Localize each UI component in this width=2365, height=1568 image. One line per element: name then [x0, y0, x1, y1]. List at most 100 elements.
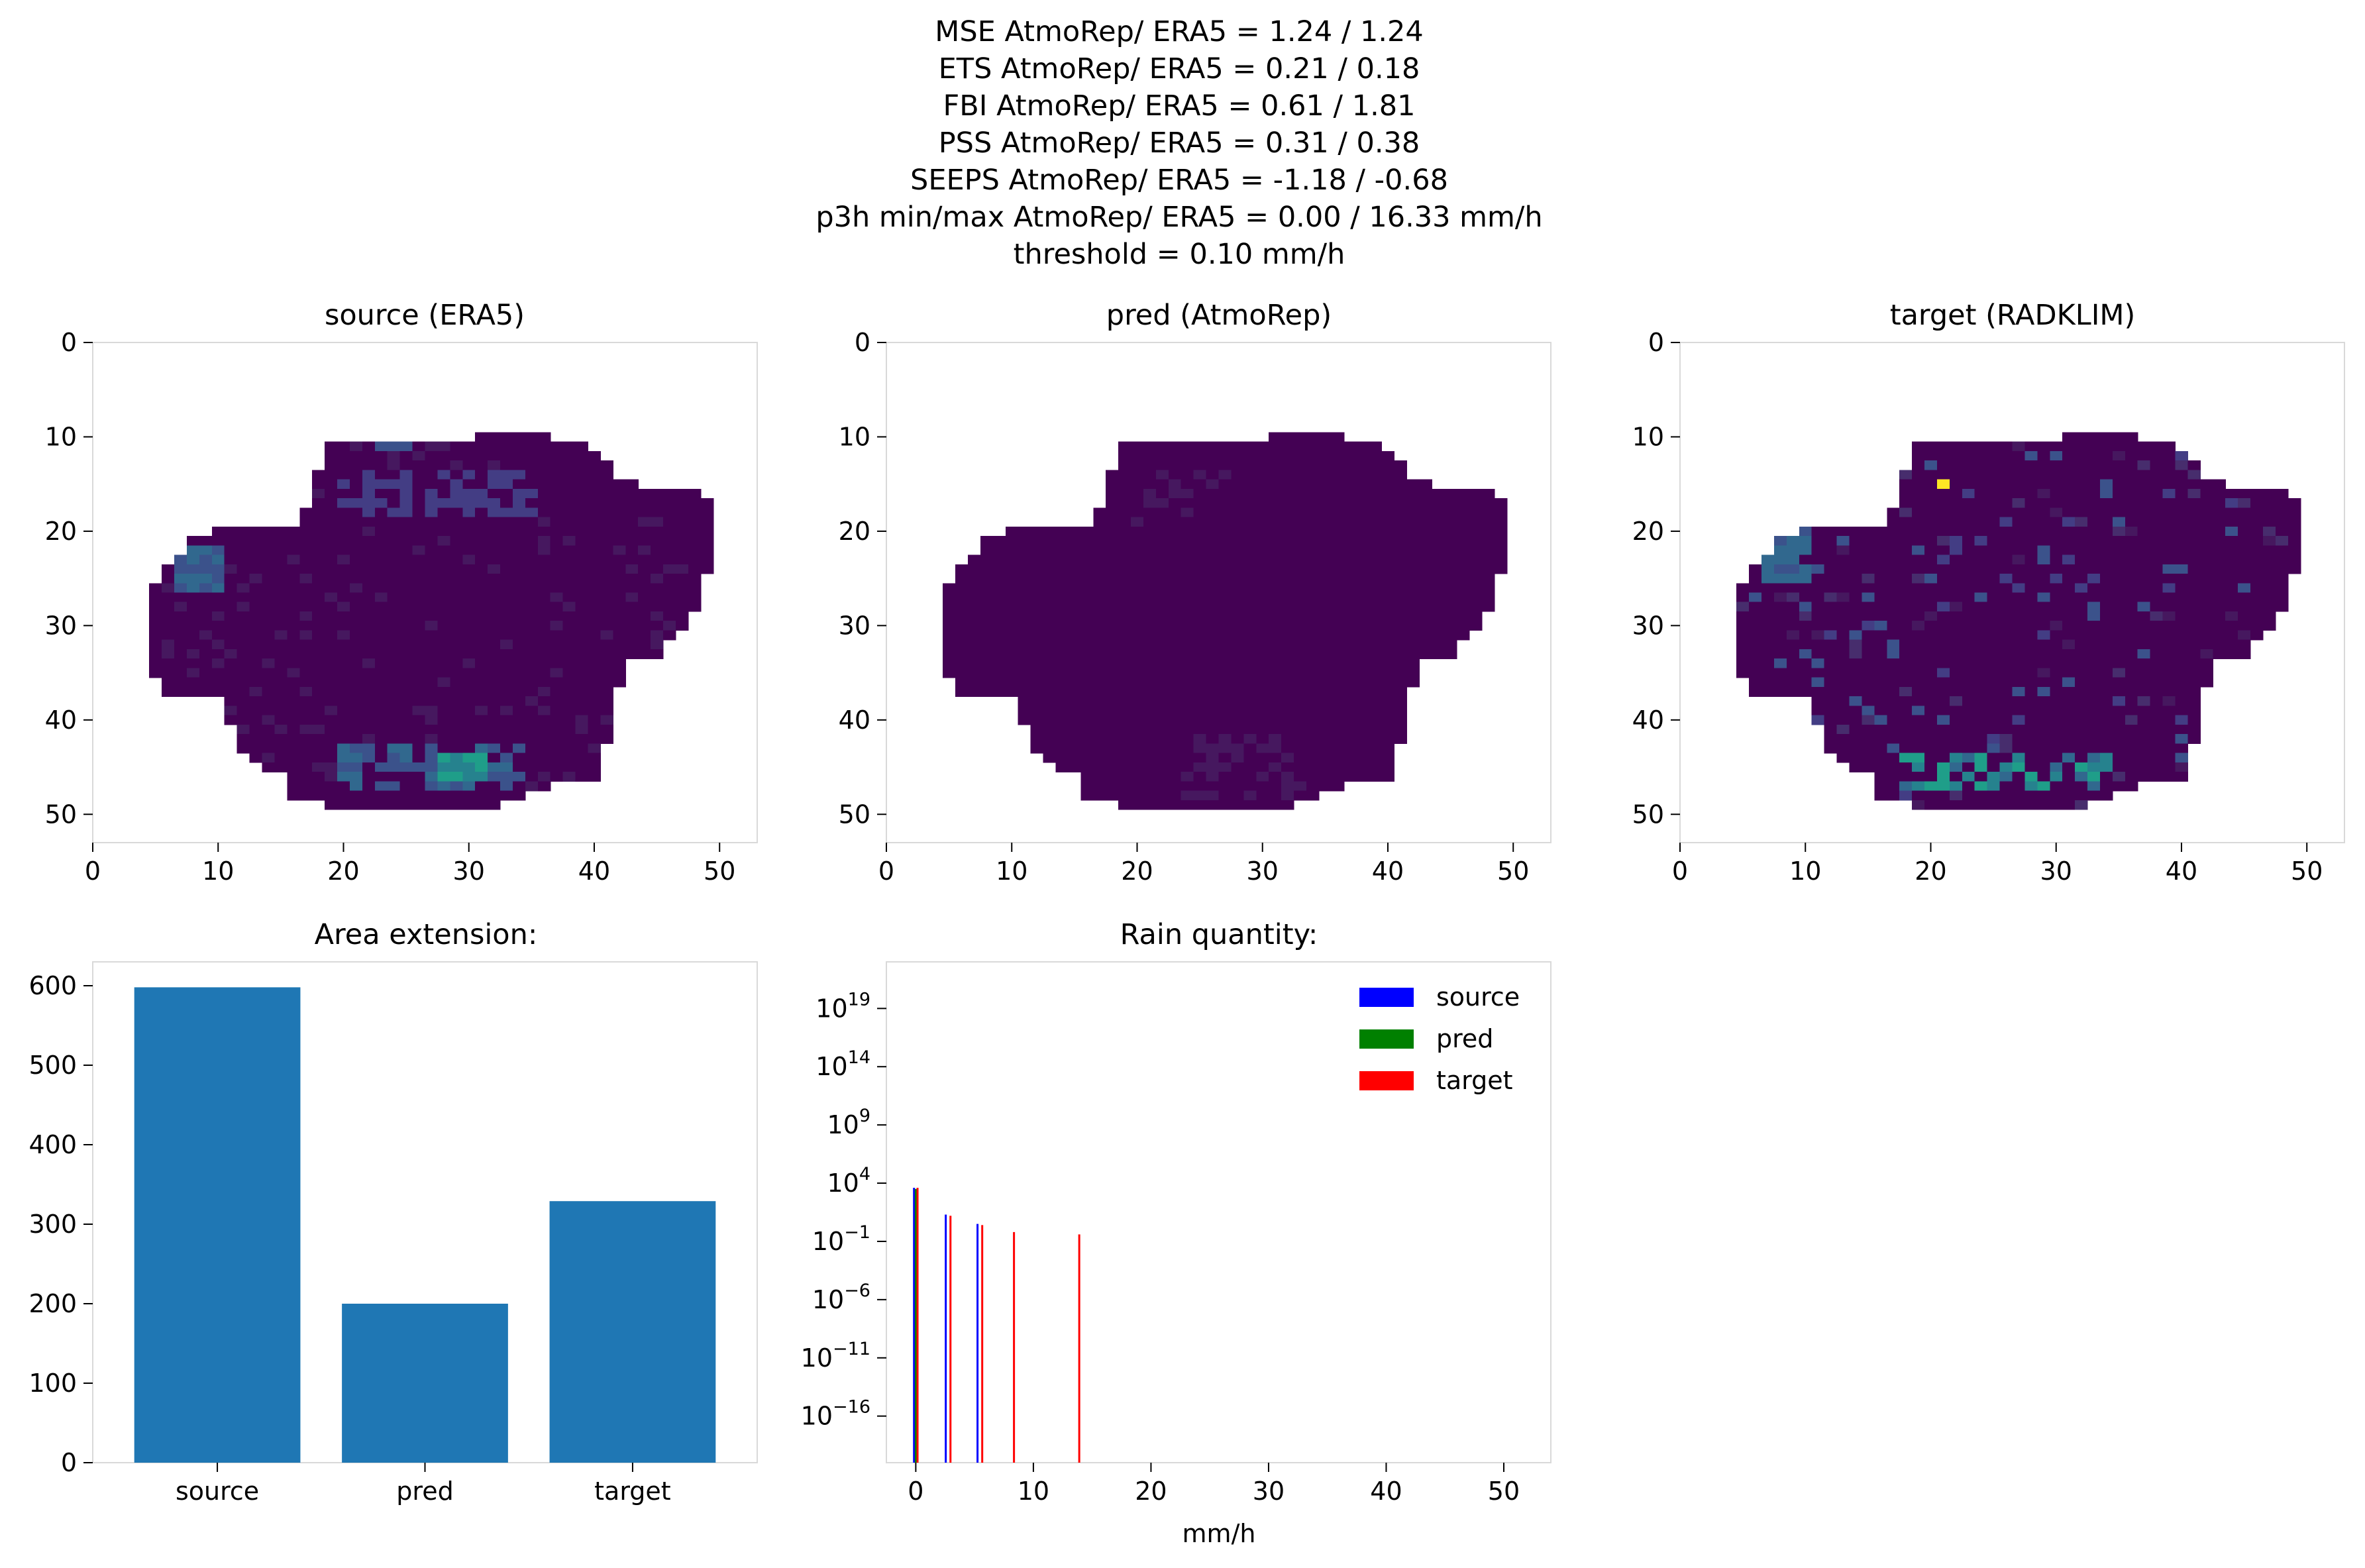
- heatmap-cell: [500, 781, 513, 792]
- heatmap-cell: [450, 583, 463, 594]
- heatmap-cell: [613, 554, 626, 565]
- heatmap-cell: [512, 734, 526, 745]
- heatmap-cell: [399, 564, 413, 574]
- heatmap-cell: [437, 800, 450, 810]
- heatmap-cell: [236, 686, 250, 697]
- heatmap-cell: [588, 470, 602, 480]
- heatmap-cell: [2075, 441, 2088, 452]
- heatmap-cell: [525, 677, 539, 688]
- heatmap-cell: [437, 498, 450, 508]
- heatmap-cell: [1887, 574, 1900, 584]
- heatmap-cell: [2062, 507, 2076, 518]
- heatmap-cell: [1936, 545, 1950, 556]
- heatmap-cell: [1331, 696, 1345, 707]
- heatmap-cell: [1999, 498, 2013, 508]
- heatmap-cell: [1974, 470, 1988, 480]
- heatmap-cell: [550, 526, 564, 537]
- heatmap-cell: [1080, 601, 1094, 612]
- heatmap-cell: [399, 668, 413, 678]
- heatmap-cell: [600, 706, 613, 716]
- heatmap-cell: [1281, 432, 1294, 443]
- heatmap-cell: [1243, 441, 1257, 452]
- heatmap-cell: [1444, 630, 1457, 641]
- heatmap-cell: [1256, 554, 1269, 565]
- heatmap-cell: [224, 668, 238, 678]
- heatmap-cell: [1987, 583, 2001, 594]
- heatmap-cell: [312, 507, 325, 518]
- heatmap-cell: [299, 592, 313, 603]
- heatmap-cell: [1318, 668, 1332, 678]
- heatmap-cell: [437, 753, 450, 763]
- heatmap-cell: [1043, 696, 1057, 707]
- heatmap-cell: [287, 601, 300, 612]
- heatmap-cell: [1936, 498, 1950, 508]
- heatmap-cell: [2024, 790, 2038, 801]
- heatmap-cell: [1999, 574, 2013, 584]
- heatmap-cell: [475, 470, 488, 480]
- heatmap-cell: [488, 460, 501, 470]
- heatmap-cell: [1080, 715, 1094, 725]
- heatmap-cell: [550, 677, 564, 688]
- heatmap-cell: [1281, 715, 1294, 725]
- heatmap-cell: [1068, 649, 1081, 659]
- heatmap-cell: [1457, 507, 1470, 518]
- heatmap-cell: [287, 724, 300, 735]
- heatmap-cell: [1849, 583, 1863, 594]
- heatmap-cell: [174, 583, 187, 594]
- heatmap-cell: [475, 601, 488, 612]
- heatmap-cell: [1331, 592, 1345, 603]
- heatmap-cell: [1030, 545, 1044, 556]
- heatmap-cell: [1106, 715, 1119, 725]
- heatmap-cell: [349, 583, 363, 594]
- heatmap-cell: [1924, 507, 1938, 518]
- heatmap-cell: [274, 564, 288, 574]
- heatmap-cell: [1381, 658, 1395, 669]
- heatmap-cell: [2037, 611, 2050, 621]
- heatmap-cell: [663, 498, 676, 508]
- heatmap-cell: [1231, 498, 1244, 508]
- heatmap-cell: [2150, 460, 2164, 470]
- heatmap-cell: [1181, 498, 1194, 508]
- heatmap-cell: [1381, 621, 1395, 631]
- heatmap-cell: [462, 450, 476, 461]
- x-tick-label: 10: [1018, 1477, 1049, 1506]
- heatmap-cell: [249, 649, 263, 659]
- heatmap-cell: [1786, 545, 1800, 556]
- heatmap-cell: [1999, 630, 2013, 641]
- heatmap-cell: [1849, 668, 1863, 678]
- area-extension-title: Area extension:: [315, 918, 538, 951]
- heatmap-cell: [1168, 649, 1182, 659]
- heatmap-cell: [249, 545, 263, 556]
- heatmap-cell: [199, 621, 213, 631]
- heatmap-cell: [1836, 706, 1850, 716]
- heatmap-cell: [1118, 743, 1131, 754]
- heatmap-cell: [2087, 583, 2101, 594]
- heatmap-cell: [399, 601, 413, 612]
- heatmap-cell: [2238, 621, 2251, 631]
- heatmap-cell: [287, 686, 300, 697]
- heatmap-cell: [2037, 450, 2050, 461]
- heatmap-cell: [1849, 706, 1863, 716]
- heatmap-cell: [1055, 734, 1069, 745]
- heatmap-cell: [2012, 630, 2026, 641]
- heatmap-cell: [349, 715, 363, 725]
- heatmap-cell: [312, 706, 325, 716]
- heatmap-cell: [2162, 460, 2176, 470]
- heatmap-cell: [955, 574, 969, 584]
- heatmap-cell: [2213, 621, 2226, 631]
- heatmap-cell: [992, 601, 1006, 612]
- heatmap-cell: [450, 715, 463, 725]
- heatmap-cell: [1168, 536, 1182, 546]
- heatmap-cell: [462, 583, 476, 594]
- heatmap-cell: [1974, 658, 1988, 669]
- heatmap-cell: [1306, 526, 1320, 537]
- heatmap-cell: [236, 639, 250, 650]
- heatmap-cell: [588, 649, 602, 659]
- heatmap-cell: [588, 762, 602, 772]
- heatmap-cell: [2137, 715, 2151, 725]
- heatmap-cell: [224, 526, 238, 537]
- heatmap-cell: [1987, 441, 2001, 452]
- heatmap-cell: [2238, 630, 2251, 641]
- heatmap-cell: [1381, 696, 1395, 707]
- heatmap-cell: [399, 743, 413, 754]
